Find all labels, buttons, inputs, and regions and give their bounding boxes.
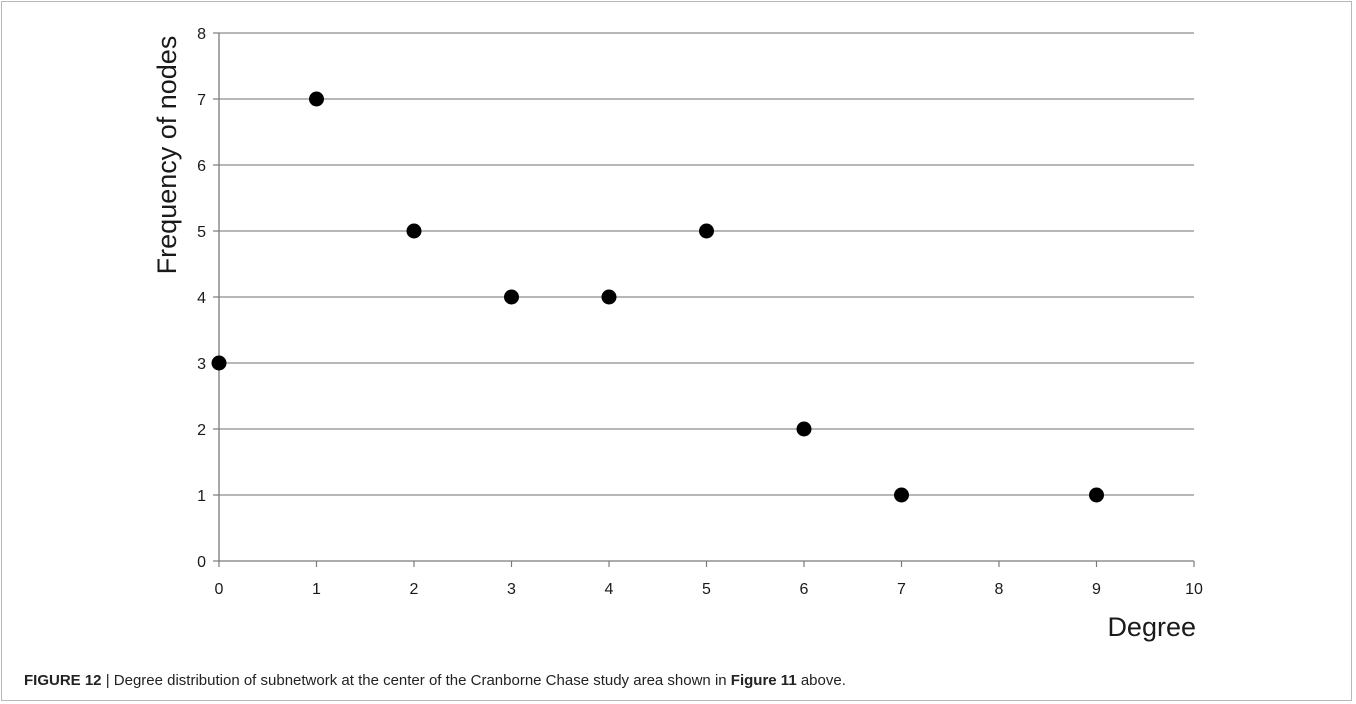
data-point bbox=[211, 355, 227, 371]
x-tick-label: 4 bbox=[605, 581, 614, 598]
x-tick-label: 8 bbox=[995, 581, 1004, 598]
y-tick-label: 0 bbox=[197, 554, 206, 571]
y-tick-label: 1 bbox=[197, 488, 206, 505]
x-tick-label: 6 bbox=[800, 581, 809, 598]
data-point bbox=[406, 223, 422, 239]
y-tick-label: 5 bbox=[197, 224, 206, 241]
y-tick-label: 6 bbox=[197, 158, 206, 175]
tick-labels: 0 1 2 3 4 5 6 7 8 0 1 2 3 4 5 6 7 8 9 10 bbox=[197, 26, 1203, 598]
x-tick-label: 3 bbox=[507, 581, 516, 598]
axes bbox=[213, 32, 1195, 567]
figure-caption: FIGURE 12 | Degree distribution of subne… bbox=[24, 672, 846, 689]
caption-separator: | bbox=[101, 672, 114, 689]
data-point bbox=[894, 487, 909, 503]
x-tick-label: 2 bbox=[410, 581, 419, 598]
caption-figure-ref: Figure 11 bbox=[730, 672, 797, 689]
x-axis-title: Degree bbox=[1107, 612, 1196, 642]
y-tick-label: 4 bbox=[197, 290, 206, 307]
y-axis-title: Frequency of nodes bbox=[152, 36, 182, 275]
x-tick-label: 0 bbox=[215, 581, 224, 598]
data-points bbox=[211, 91, 1104, 503]
y-tick-label: 2 bbox=[197, 422, 206, 439]
data-point bbox=[796, 421, 812, 437]
caption-label: FIGURE 12 bbox=[24, 672, 102, 689]
x-tick-label: 1 bbox=[312, 581, 321, 598]
grid-lines bbox=[219, 32, 1194, 496]
y-tick-label: 8 bbox=[197, 26, 206, 43]
y-tick-label: 7 bbox=[197, 92, 206, 109]
x-tick-label: 9 bbox=[1092, 581, 1101, 598]
y-tick-label: 3 bbox=[197, 356, 206, 373]
data-point bbox=[309, 91, 324, 107]
x-tick-label: 5 bbox=[702, 581, 711, 598]
data-point bbox=[699, 223, 714, 239]
data-point bbox=[504, 289, 519, 305]
caption-text-end: above. bbox=[796, 672, 846, 689]
data-point bbox=[1089, 487, 1104, 503]
x-tick-label: 7 bbox=[897, 581, 906, 598]
data-point bbox=[601, 289, 617, 305]
caption-text: Degree distribution of subnetwork at the… bbox=[113, 672, 731, 689]
x-tick-label: 10 bbox=[1185, 581, 1203, 598]
